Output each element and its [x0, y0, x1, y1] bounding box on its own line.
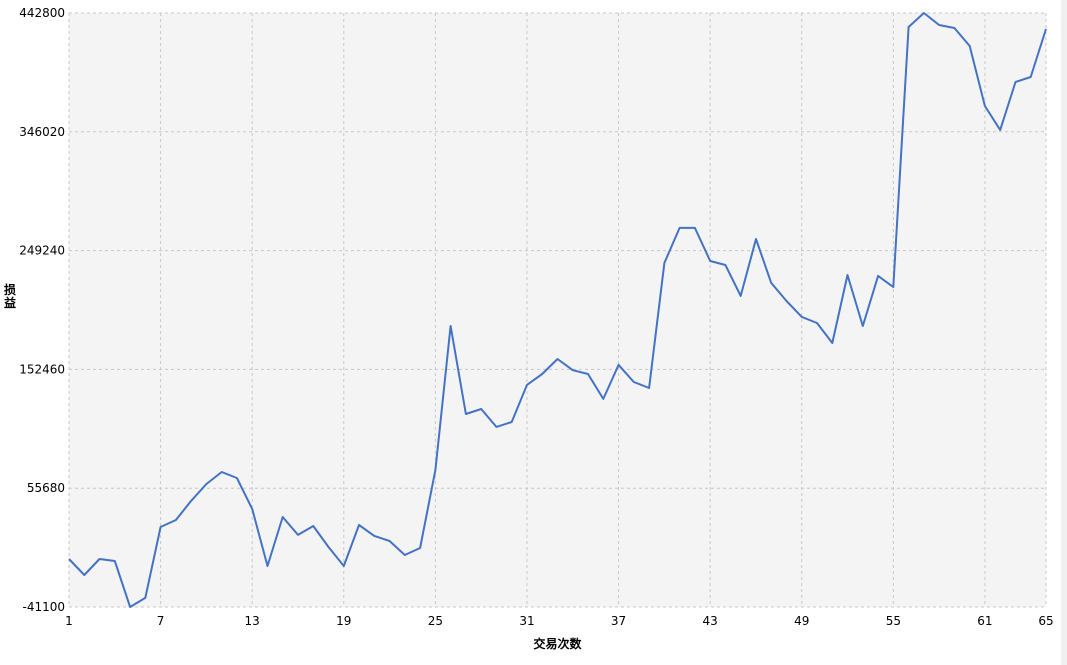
y-tick-label: -41100 — [22, 600, 65, 614]
x-tick-label: 31 — [519, 614, 534, 628]
y-tick-label: 346020 — [19, 125, 65, 139]
y-tick-label: 442800 — [19, 6, 65, 20]
x-tick-label: 61 — [977, 614, 992, 628]
x-tick-label: 43 — [703, 614, 718, 628]
x-tick-label: 19 — [336, 614, 351, 628]
y-tick-label: 152460 — [19, 362, 65, 376]
y-tick-label: 55680 — [27, 481, 65, 495]
x-tick-label: 7 — [157, 614, 165, 628]
x-tick-label: 13 — [245, 614, 260, 628]
plot-area — [69, 13, 1046, 607]
x-tick-label: 49 — [794, 614, 809, 628]
x-tick-label: 65 — [1038, 614, 1053, 628]
x-tick-label: 1 — [65, 614, 73, 628]
x-tick-label: 25 — [428, 614, 443, 628]
x-axis-label: 交易次数 — [533, 636, 582, 651]
y-tick-label: 249240 — [19, 244, 65, 258]
scrollbar-edge — [1061, 0, 1067, 665]
x-tick-label: 55 — [886, 614, 901, 628]
y-axis-label: 损益 — [4, 283, 17, 310]
x-tick-label: 37 — [611, 614, 626, 628]
